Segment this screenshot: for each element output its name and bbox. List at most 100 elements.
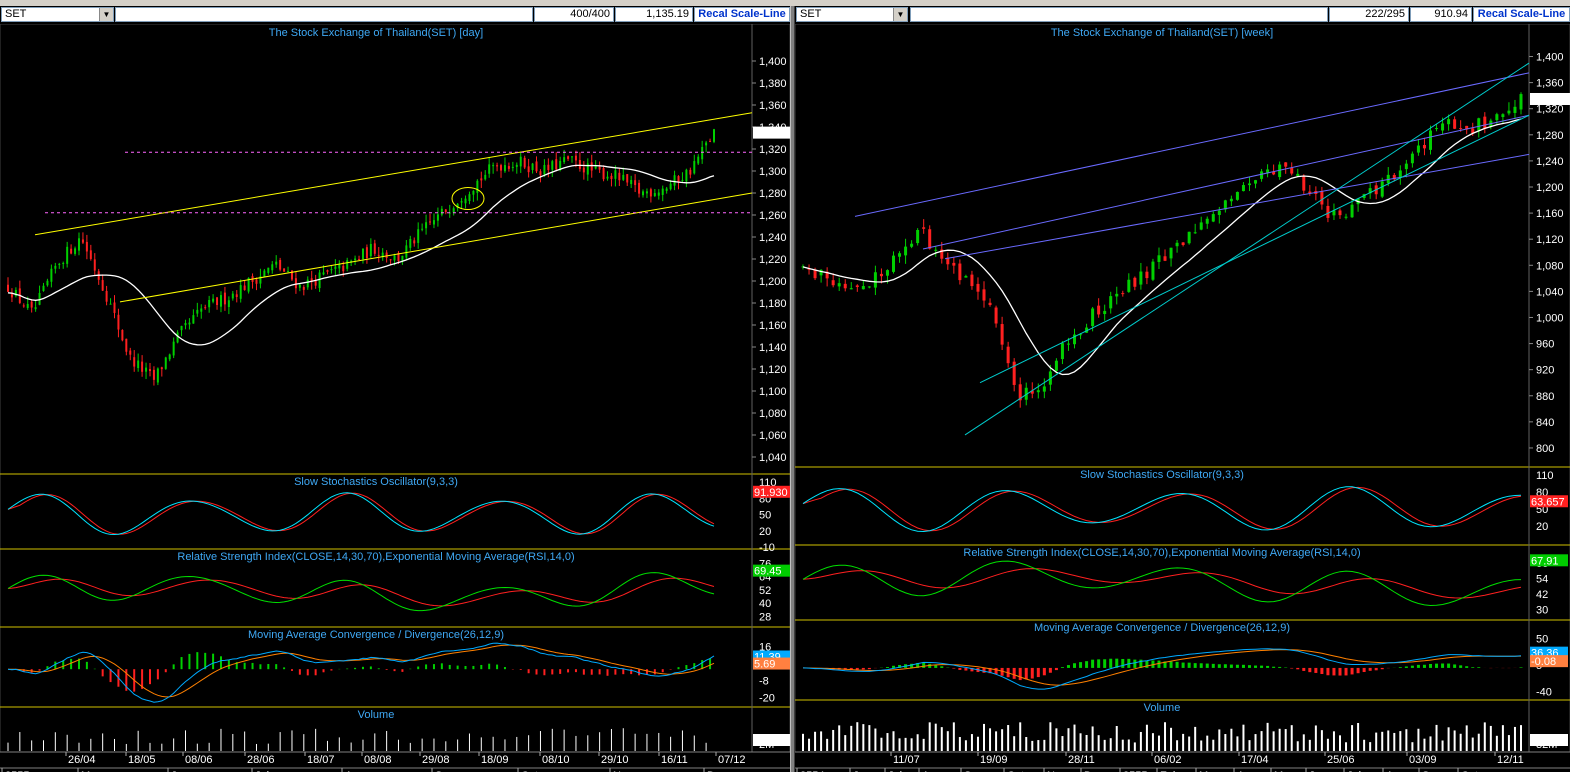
candle-body [298, 284, 301, 288]
candle-body [117, 314, 120, 330]
month-label: Dec [707, 770, 727, 772]
price-tick-label: 1,080 [759, 408, 787, 420]
candle-body [7, 284, 9, 292]
stoch-tick-label: 110 [1536, 470, 1554, 482]
chevron-down-icon[interactable]: ▼ [893, 8, 907, 21]
candle-body [1229, 198, 1233, 202]
candle-body [1247, 183, 1251, 186]
candle-body [1272, 171, 1276, 175]
candle-body [515, 164, 518, 167]
candle-body [819, 269, 823, 276]
stoch-tick-label: 20 [759, 526, 771, 538]
candle-body [30, 301, 33, 308]
price-tick-label: 1,320 [759, 144, 787, 156]
macd-signal-line [802, 649, 1522, 686]
candle-body [377, 254, 380, 256]
rsi-ema-line [7, 577, 715, 607]
macd-tick-label: -20 [759, 692, 775, 704]
symbol-selector[interactable]: SET ▼ [1, 7, 114, 22]
candle-body [1079, 334, 1083, 336]
candle-body [1344, 216, 1348, 218]
price-tick-label: 1,180 [759, 298, 787, 310]
candle-body [14, 289, 17, 296]
date-label: 19/09 [980, 754, 1008, 766]
candle-body [425, 222, 428, 229]
candle-body [460, 201, 463, 203]
candle-body [1042, 386, 1046, 392]
candle-body [645, 191, 648, 194]
stoch-tick-label: 50 [759, 510, 771, 522]
month-label: Mar [1199, 770, 1218, 772]
candle-body [1097, 305, 1101, 315]
date-label: 08/10 [542, 754, 570, 766]
candle-body [922, 227, 926, 229]
date-label: 08/08 [364, 754, 392, 766]
candle-body [511, 166, 514, 168]
candle-body [243, 285, 246, 290]
candle-body [934, 249, 938, 251]
price-tick-label: 1,060 [759, 430, 787, 442]
stoch-badge-bg [753, 485, 790, 498]
candle-body [523, 157, 526, 168]
candle-body [910, 243, 914, 247]
candle-body [1507, 110, 1511, 114]
date-label: 18/05 [128, 754, 156, 766]
stoch-k-line [802, 486, 1522, 533]
macd-tick-label: -40 [1536, 686, 1552, 698]
channel-mid-line [922, 114, 1530, 250]
price-tick-label: 1,040 [759, 452, 787, 464]
candle-body [1410, 153, 1414, 164]
month-label: Sep [435, 770, 455, 772]
candle-body [630, 179, 633, 185]
date-label: 17/04 [1241, 754, 1269, 766]
month-label: Jul [1347, 770, 1361, 772]
candle-body [535, 161, 538, 172]
price-tick-label: 1,320 [1536, 104, 1564, 116]
candle-body [1254, 180, 1258, 184]
month-label: Aug [922, 770, 942, 772]
stoch-badge-bg [1530, 495, 1568, 508]
candle-body [476, 180, 479, 193]
candle-body [1169, 247, 1173, 259]
candle-body [492, 165, 495, 167]
candle-body [916, 230, 920, 244]
candle-body [1320, 191, 1324, 205]
candle-body [701, 146, 704, 160]
month-label: Sep [1422, 770, 1442, 772]
candle-body [634, 180, 637, 186]
candle-body [1284, 162, 1288, 167]
rsi-line [7, 572, 715, 612]
price-tick-label: 1,120 [1536, 234, 1564, 246]
candle-body [389, 259, 392, 261]
candle-body [898, 253, 902, 257]
recal-scale-line-button[interactable]: Recal Scale-Line [1473, 7, 1570, 22]
rsi-badge: 67.91 [1531, 555, 1559, 567]
candle-body [807, 268, 811, 270]
channel-upper-line [854, 72, 1530, 217]
price-tick-label: 1,240 [759, 232, 787, 244]
candle-body [1000, 324, 1004, 345]
channel-lower-line [944, 153, 1530, 260]
candle-body [594, 165, 597, 169]
month-label: Jun [171, 770, 189, 772]
macd-signal-badge-bg [753, 657, 790, 670]
symbol-selector[interactable]: SET ▼ [796, 7, 908, 22]
candle-body [1006, 346, 1010, 364]
candle-body [661, 188, 664, 195]
candle-body [618, 172, 621, 181]
candle-body [825, 271, 829, 279]
candle-body [559, 160, 562, 171]
daily-chart-canvas[interactable]: The Stock Exchange of Thailand(SET) [day… [0, 24, 790, 772]
candle-body [121, 329, 124, 341]
chevron-down-icon[interactable]: ▼ [99, 8, 113, 21]
candle-body [432, 220, 435, 225]
candle-body [326, 270, 329, 272]
candle-body [129, 350, 132, 355]
toolbar-strip [0, 0, 1570, 6]
weekly-chart-canvas[interactable]: The Stock Exchange of Thailand(SET) [wee… [795, 24, 1570, 772]
candle-body [373, 243, 376, 254]
candle-body [1241, 185, 1245, 192]
price-tick-label: 1,200 [759, 276, 787, 288]
recal-scale-line-button[interactable]: Recal Scale-Line [694, 7, 790, 22]
candle-body [354, 258, 357, 261]
